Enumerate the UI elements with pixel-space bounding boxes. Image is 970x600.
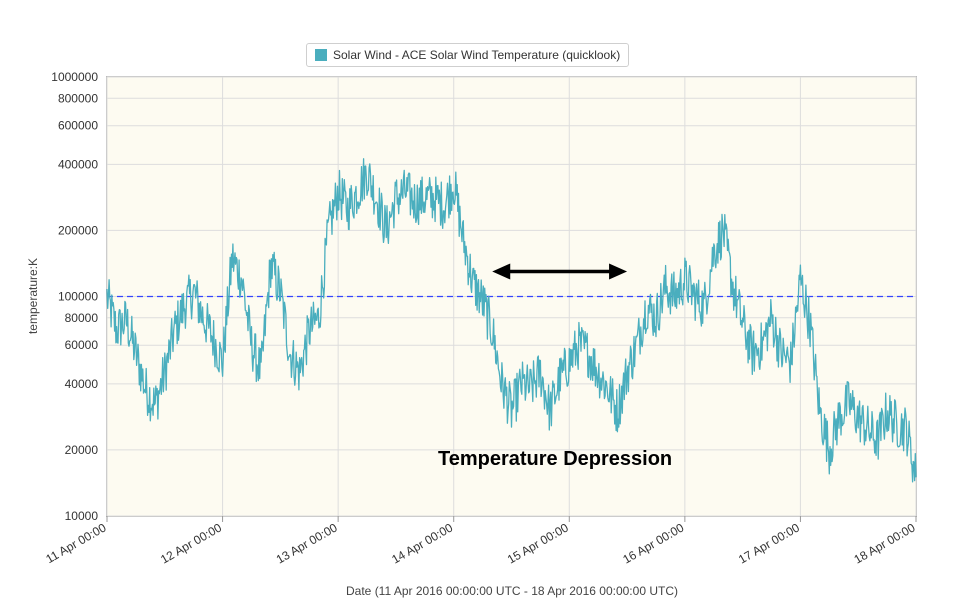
y-tick-label: 80000 (65, 311, 99, 325)
x-tick-label: 16 Apr 00:00 (620, 520, 686, 566)
legend[interactable]: Solar Wind - ACE Solar Wind Temperature … (306, 43, 630, 67)
legend-swatch (315, 49, 327, 61)
y-tick-label: 60000 (65, 338, 99, 352)
y-tick-label: 100000 (58, 290, 98, 304)
y-tick-label: 1000000 (51, 70, 98, 84)
x-tick-label: 13 Apr 00:00 (274, 520, 340, 566)
y-tick-label: 800000 (58, 91, 98, 105)
x-tick-label: 15 Apr 00:00 (505, 520, 571, 566)
legend-label: Solar Wind - ACE Solar Wind Temperature … (333, 48, 621, 62)
y-tick-label: 20000 (65, 443, 99, 457)
y-tick-label: 600000 (58, 119, 98, 133)
y-tick-label: 10000 (65, 509, 99, 523)
annotation-arrow-head-right (609, 263, 628, 280)
y-tick-label: 200000 (58, 223, 98, 237)
annotation-text: Temperature Depression (438, 448, 673, 470)
annotation-arrow-head-left (492, 263, 511, 280)
y-axis-title: temperature:K (26, 257, 40, 335)
x-axis-title: Date (11 Apr 2016 00:00:00 UTC - 18 Apr … (346, 584, 678, 598)
x-tick-label: 17 Apr 00:00 (736, 520, 802, 566)
x-tick-label: 12 Apr 00:00 (158, 520, 224, 566)
annotation-arrow (492, 263, 628, 280)
series-line (106, 158, 917, 483)
x-tick-label: 11 Apr 00:00 (43, 520, 108, 566)
y-tick-label: 400000 (58, 157, 98, 171)
x-tick-label: 14 Apr 00:00 (389, 520, 455, 566)
y-tick-label: 40000 (65, 377, 99, 391)
series-layer (106, 158, 917, 483)
x-tick-label: 18 Apr 00:00 (852, 520, 918, 566)
